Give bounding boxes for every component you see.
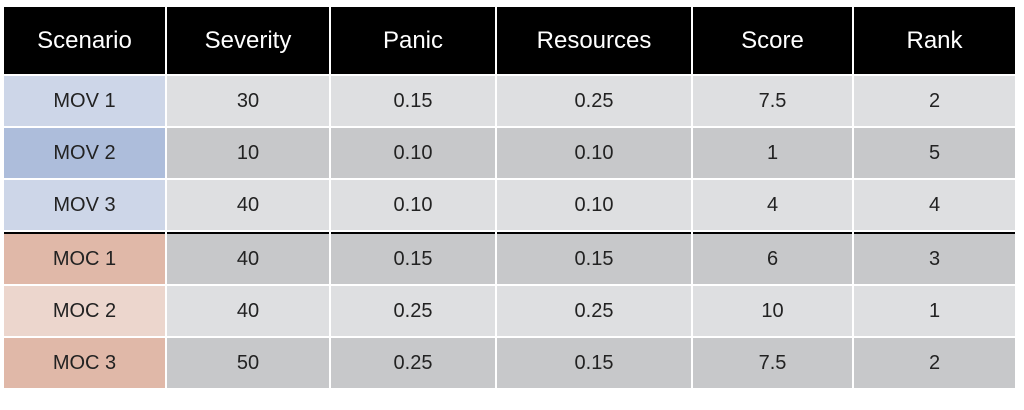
column-header-rank: Rank	[854, 7, 1015, 74]
cell-panic: 0.25	[331, 338, 495, 388]
cell-rank: 4	[854, 180, 1015, 230]
cell-score: 7.5	[693, 76, 852, 126]
cell-scenario: MOV 1	[4, 76, 165, 126]
cell-scenario: MOC 2	[4, 286, 165, 336]
table-header: Scenario Severity Panic Resources Score …	[4, 7, 1015, 74]
cell-resources: 0.15	[497, 338, 691, 388]
column-header-scenario: Scenario	[4, 7, 165, 74]
cell-resources: 0.10	[497, 180, 691, 230]
scenario-table: Scenario Severity Panic Resources Score …	[2, 5, 1017, 390]
cell-panic: 0.15	[331, 76, 495, 126]
cell-panic: 0.10	[331, 128, 495, 178]
table-row: MOV 1 30 0.15 0.25 7.5 2	[4, 76, 1015, 126]
cell-score: 10	[693, 286, 852, 336]
table-row: MOV 3 40 0.10 0.10 4 4	[4, 180, 1015, 230]
cell-score: 7.5	[693, 338, 852, 388]
cell-rank: 5	[854, 128, 1015, 178]
cell-rank: 3	[854, 232, 1015, 284]
column-header-score: Score	[693, 7, 852, 74]
cell-scenario: MOV 3	[4, 180, 165, 230]
cell-score: 1	[693, 128, 852, 178]
cell-resources: 0.15	[497, 232, 691, 284]
cell-severity: 40	[167, 232, 329, 284]
table-row: MOV 2 10 0.10 0.10 1 5	[4, 128, 1015, 178]
cell-rank: 2	[854, 76, 1015, 126]
column-header-severity: Severity	[167, 7, 329, 74]
cell-severity: 40	[167, 180, 329, 230]
cell-rank: 2	[854, 338, 1015, 388]
cell-score: 4	[693, 180, 852, 230]
cell-scenario: MOC 3	[4, 338, 165, 388]
table-row: MOC 3 50 0.25 0.15 7.5 2	[4, 338, 1015, 388]
cell-panic: 0.25	[331, 286, 495, 336]
cell-panic: 0.15	[331, 232, 495, 284]
cell-panic: 0.10	[331, 180, 495, 230]
column-header-panic: Panic	[331, 7, 495, 74]
cell-score: 6	[693, 232, 852, 284]
cell-severity: 30	[167, 76, 329, 126]
cell-severity: 40	[167, 286, 329, 336]
header-row: Scenario Severity Panic Resources Score …	[4, 7, 1015, 74]
cell-resources: 0.25	[497, 286, 691, 336]
column-header-resources: Resources	[497, 7, 691, 74]
table-row: MOC 2 40 0.25 0.25 10 1	[4, 286, 1015, 336]
cell-severity: 10	[167, 128, 329, 178]
cell-scenario: MOC 1	[4, 232, 165, 284]
cell-scenario: MOV 2	[4, 128, 165, 178]
table-row: MOC 1 40 0.15 0.15 6 3	[4, 232, 1015, 284]
table-body: MOV 1 30 0.15 0.25 7.5 2 MOV 2 10 0.10 0.10 1 5 MOV …	[4, 76, 1015, 388]
cell-severity: 50	[167, 338, 329, 388]
cell-resources: 0.10	[497, 128, 691, 178]
cell-resources: 0.25	[497, 76, 691, 126]
cell-rank: 1	[854, 286, 1015, 336]
